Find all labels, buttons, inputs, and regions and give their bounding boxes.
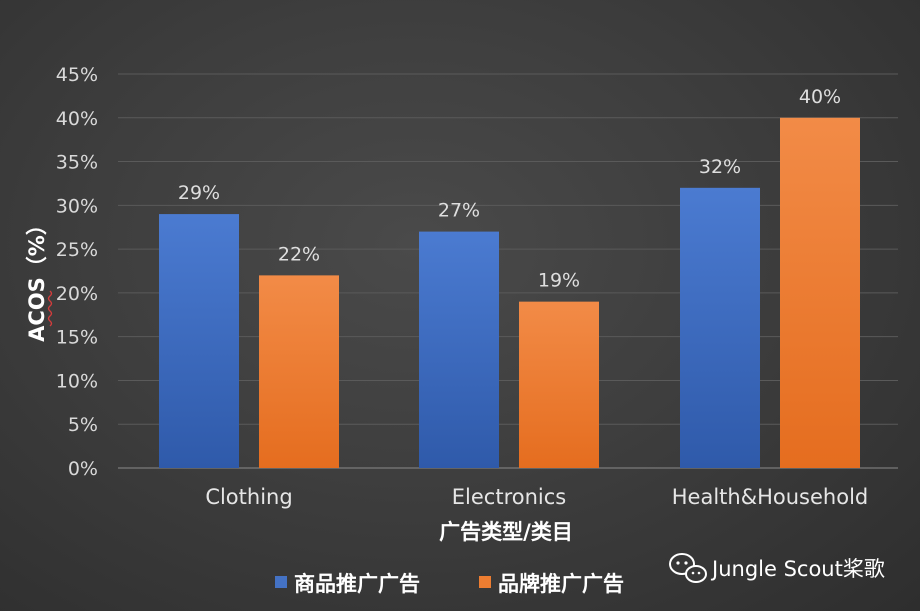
data-label: 22%	[278, 243, 320, 265]
data-label: 29%	[178, 182, 220, 204]
watermark: Jungle Scout桨歌	[669, 553, 885, 583]
y-tick-label: 35%	[56, 152, 98, 174]
legend-swatch	[479, 576, 491, 588]
bar-series1	[419, 231, 499, 468]
y-tick-label: 15%	[56, 327, 98, 349]
gridlines	[118, 73, 898, 469]
legend-label: 品牌推广广告	[498, 572, 624, 596]
bar-series2	[780, 117, 860, 469]
y-tick-label: 5%	[68, 414, 98, 436]
y-tick-label: 45%	[56, 64, 98, 86]
y-tick-label: 10%	[56, 370, 98, 392]
data-label: 27%	[438, 200, 480, 222]
spellcheck-underline	[47, 290, 53, 327]
x-tick-label: Health&Household	[672, 485, 868, 509]
y-axis-title-group: ACOS（%）	[25, 214, 53, 342]
x-axis-title: 广告类型/类目	[439, 520, 573, 544]
watermark-text: Jungle Scout桨歌	[710, 557, 885, 581]
data-label: 19%	[538, 270, 580, 292]
legend-label: 商品推广广告	[294, 572, 420, 596]
y-axis-ticks: 0% 5% 10% 15% 20% 25% 30% 35% 40% 45%	[56, 64, 98, 480]
legend: 商品推广广告 品牌推广广告	[275, 572, 624, 596]
bar-series2	[259, 275, 339, 468]
x-axis-ticks: Clothing Electronics Health&Household	[205, 485, 868, 509]
data-label: 40%	[799, 86, 841, 108]
y-tick-label: 0%	[68, 458, 98, 480]
bar-series1	[680, 187, 760, 469]
x-tick-label: Clothing	[205, 485, 292, 509]
y-tick-label: 40%	[56, 108, 98, 130]
data-label: 32%	[699, 156, 741, 178]
bar-series2	[519, 301, 599, 468]
x-tick-label: Electronics	[452, 485, 566, 509]
y-axis-title: ACOS（%）	[25, 214, 49, 342]
wechat-icon	[669, 553, 707, 583]
y-tick-label: 30%	[56, 195, 98, 217]
bar-series1	[159, 214, 239, 468]
legend-swatch	[275, 576, 287, 588]
bars	[159, 117, 860, 469]
data-labels: 29% 27% 32% 22% 19% 40%	[178, 86, 841, 292]
y-tick-label: 20%	[56, 283, 98, 305]
y-tick-label: 25%	[56, 239, 98, 261]
